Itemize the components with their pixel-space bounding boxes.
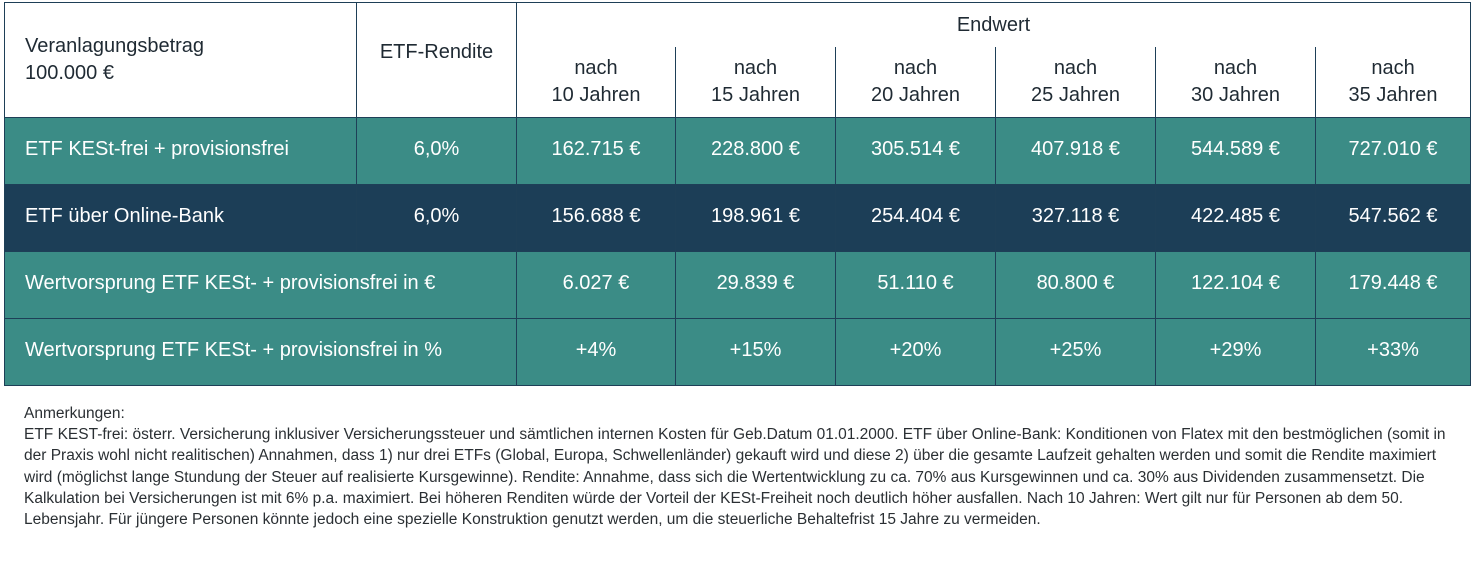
value-text: +25%	[1049, 338, 1102, 361]
value-cell: 198.961 €	[675, 184, 836, 252]
value-cell: +33%	[1314, 318, 1472, 386]
value-cell: 422.485 €	[1155, 184, 1316, 252]
year-header: nach 20 Jahren	[835, 47, 996, 118]
value-cell: 228.800 €	[675, 117, 836, 185]
value-cell: 547.562 €	[1314, 184, 1472, 252]
table-row-advantage-euro: Wertvorsprung ETF KESt- + provisionsfrei…	[4, 251, 1472, 319]
value-cell: 29.839 €	[675, 251, 836, 319]
value-text: 179.448 €	[1348, 271, 1438, 294]
value-text: +15%	[729, 338, 782, 361]
value-cell: +15%	[675, 318, 836, 386]
year-header-line2: 35 Jahren	[1348, 84, 1438, 106]
investment-amount-header: Veranlagungsbetrag 100.000 €	[4, 2, 357, 118]
value-text: +29%	[1209, 338, 1262, 361]
value-cell: 51.110 €	[835, 251, 996, 319]
value-cell: 327.118 €	[995, 184, 1156, 252]
value-text: +4%	[575, 338, 617, 361]
value-cell: +29%	[1155, 318, 1316, 386]
value-cell: +20%	[835, 318, 996, 386]
value-cell: 407.918 €	[995, 117, 1156, 185]
endwert-header: Endwert	[515, 2, 1472, 47]
year-header: nach 25 Jahren	[995, 47, 1156, 118]
year-header-line2: 10 Jahren	[551, 84, 641, 106]
year-header-line2: 15 Jahren	[711, 84, 800, 106]
value-cell: 162.715 €	[516, 117, 676, 185]
year-header-line1: nach	[1371, 57, 1415, 79]
etf-return-header: ETF-Rendite	[356, 2, 517, 118]
notes-title: Anmerkungen:	[24, 405, 125, 422]
value-text: 327.118 €	[1031, 204, 1120, 227]
header-row-top: Veranlagungsbetrag 100.000 € ETF-Rendite…	[4, 2, 1472, 118]
value-text: 407.918 €	[1031, 137, 1120, 160]
year-header: nach 35 Jahren	[1314, 47, 1472, 118]
value-text: 51.110 €	[877, 271, 954, 294]
row-return-text: 6,0%	[413, 204, 460, 227]
notes-text: ETF KEST-frei: österr. Versicherung inkl…	[24, 426, 1446, 529]
value-cell: +25%	[995, 318, 1156, 386]
row-label-text: ETF über Online-Bank	[25, 204, 224, 227]
year-header-line2: 20 Jahren	[871, 84, 960, 106]
value-text: 29.839 €	[716, 271, 795, 294]
value-text: 162.715 €	[551, 137, 641, 160]
value-cell: 122.104 €	[1155, 251, 1316, 319]
row-label-text: Wertvorsprung ETF KESt- + provisionsfrei…	[25, 338, 442, 361]
etf-return-label: ETF-Rendite	[379, 40, 494, 63]
year-header: nach 30 Jahren	[1155, 47, 1316, 118]
value-cell: 156.688 €	[516, 184, 676, 252]
value-text: 544.589 €	[1191, 137, 1280, 160]
value-text: 254.404 €	[871, 204, 960, 227]
value-text: 228.800 €	[711, 137, 800, 160]
value-cell: 6.027 €	[516, 251, 676, 319]
value-text: 198.961 €	[711, 204, 800, 227]
row-label: ETF über Online-Bank	[4, 184, 357, 252]
comparison-table: Veranlagungsbetrag 100.000 € ETF-Rendite…	[4, 2, 1472, 386]
year-header: nach 10 Jahren	[516, 47, 676, 118]
year-header-line2: 30 Jahren	[1191, 84, 1280, 106]
year-header-line1: nach	[1213, 57, 1258, 79]
row-return: 6,0%	[356, 117, 517, 185]
value-cell: +4%	[516, 318, 676, 386]
row-label: Wertvorsprung ETF KESt- + provisionsfrei…	[4, 251, 517, 319]
value-text: 727.010 €	[1348, 137, 1438, 160]
row-label-text: ETF KESt-frei + provisionsfrei	[25, 137, 289, 160]
notes-section: Anmerkungen: ETF KEST-frei: österr. Vers…	[24, 403, 1454, 530]
year-header-line1: nach	[1053, 57, 1098, 79]
table-row-advantage-percent: Wertvorsprung ETF KESt- + provisionsfrei…	[4, 318, 1472, 386]
year-header-line1: nach	[574, 57, 618, 79]
value-text: 422.485 €	[1191, 204, 1280, 227]
value-text: 6.027 €	[562, 271, 630, 294]
table-row-kest-free: ETF KESt-frei + provisionsfrei 6,0% 162.…	[4, 117, 1472, 185]
table-row-online-bank: ETF über Online-Bank 6,0% 156.688 € 198.…	[4, 184, 1472, 252]
endwert-label: Endwert	[956, 13, 1031, 36]
value-cell: 727.010 €	[1314, 117, 1472, 185]
value-text: 547.562 €	[1348, 204, 1438, 227]
row-label: Wertvorsprung ETF KESt- + provisionsfrei…	[4, 318, 517, 386]
value-text: 122.104 €	[1191, 271, 1280, 294]
investment-label: Veranlagungsbetrag	[25, 35, 205, 57]
value-cell: 254.404 €	[835, 184, 996, 252]
row-label-text: Wertvorsprung ETF KESt- + provisionsfrei…	[25, 271, 436, 294]
row-return: 6,0%	[356, 184, 517, 252]
value-text: +20%	[889, 338, 942, 361]
value-cell: 544.589 €	[1155, 117, 1316, 185]
value-text: 305.514 €	[871, 137, 960, 160]
investment-amount: 100.000 €	[25, 62, 114, 84]
year-header-line1: nach	[733, 57, 778, 79]
value-cell: 305.514 €	[835, 117, 996, 185]
row-return-text: 6,0%	[413, 137, 460, 160]
value-cell: 179.448 €	[1314, 251, 1472, 319]
value-text: 156.688 €	[551, 204, 641, 227]
year-header-line1: nach	[893, 57, 938, 79]
header-row-years: nach 10 Jahren nach 15 Jahren nach 20 Jahre…	[5, 47, 1472, 118]
value-text: 80.800 €	[1036, 271, 1115, 294]
row-label: ETF KESt-frei + provisionsfrei	[4, 117, 357, 185]
value-cell: 80.800 €	[995, 251, 1156, 319]
year-header-line2: 25 Jahren	[1031, 84, 1120, 106]
year-header: nach 15 Jahren	[675, 47, 836, 118]
value-text: +33%	[1367, 338, 1419, 361]
